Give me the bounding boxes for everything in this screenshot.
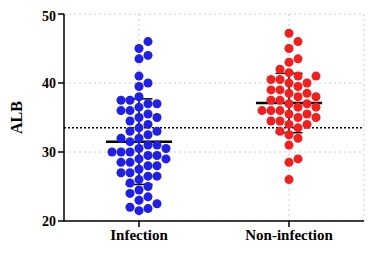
svg-text:30: 30 bbox=[42, 145, 56, 160]
svg-text:20: 20 bbox=[42, 214, 56, 229]
svg-text:40: 40 bbox=[42, 76, 56, 91]
svg-text:Non-infection: Non-infection bbox=[245, 227, 333, 243]
svg-text:Infection: Infection bbox=[110, 227, 168, 243]
svg-text:ALB: ALB bbox=[8, 101, 25, 134]
svg-text:50: 50 bbox=[42, 9, 56, 24]
